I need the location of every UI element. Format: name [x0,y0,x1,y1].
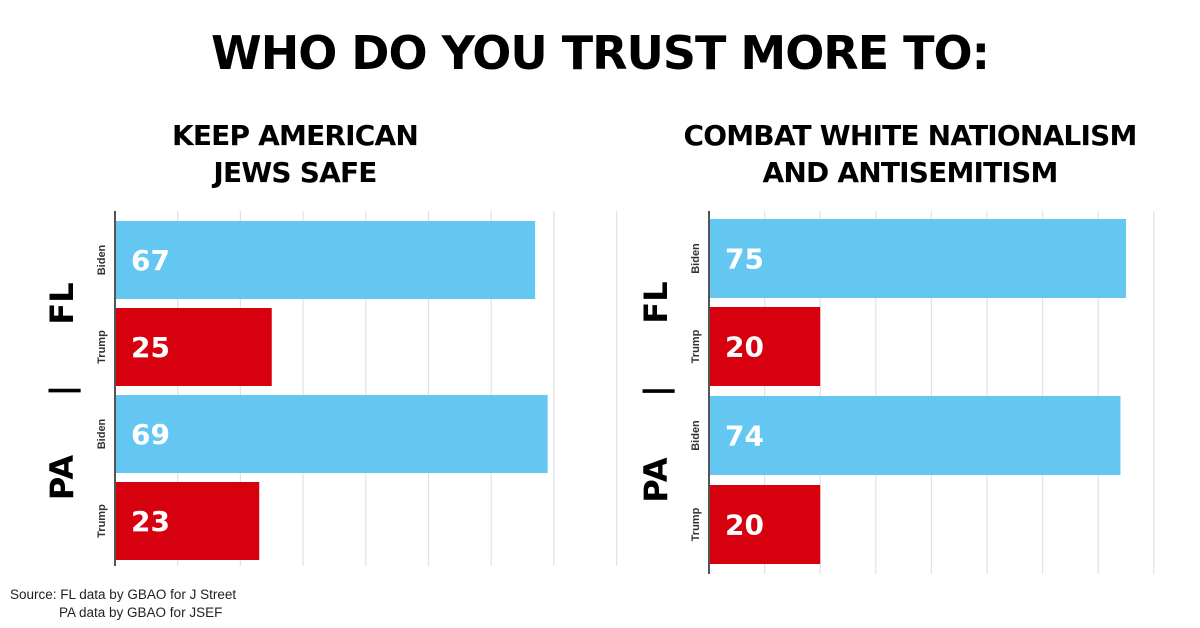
chart-2-title-line-1: COMBAT WHITE NATIONALISM [683,119,1137,152]
main-title: WHO DO YOU TRUST MORE TO: [210,26,990,80]
bar-pa-trump [709,485,821,564]
bar-fl-biden [115,221,536,299]
source-line-1: Source: FL data by GBAO for J Street [10,587,237,602]
state-label-pa: PA [637,457,675,503]
source-line-2: PA data by GBAO for JSEF [59,605,223,620]
chart-2-title: COMBAT WHITE NATIONALISM AND ANTISEMITIS… [660,117,1160,191]
state-separator: | [43,385,82,397]
chart-1-title-line-1: KEEP AMERICAN [171,119,419,152]
candidate-label: Biden [690,243,702,274]
bar-value-label: 67 [131,244,170,277]
source-note: Source: FL data by GBAO for J Street PA … [10,586,236,622]
bar-value-label: 20 [725,509,764,542]
bar-pa-biden [709,396,1121,475]
bar-fl-biden [709,219,1126,298]
chart-2-title-line-2: AND ANTISEMITISM [762,156,1058,189]
state-label-fl: FL [637,281,675,323]
candidate-label: Trump [96,504,108,538]
candidate-label: Biden [96,418,108,449]
chart-1-title: KEEP AMERICAN JEWS SAFE [115,117,475,191]
candidate-label: Biden [96,244,108,275]
candidate-label: Trump [96,330,108,364]
bar-pa-trump [115,482,260,560]
bar-fl-trump [709,307,821,386]
state-label-pa: PA [43,455,81,501]
candidate-label: Trump [690,507,702,541]
state-label-fl: FL [43,282,81,324]
candidate-label: Biden [690,420,702,451]
bar-value-label: 20 [725,331,764,364]
bar-value-label: 69 [131,418,170,451]
bar-fl-trump [115,308,272,386]
bar-value-label: 25 [131,331,170,364]
state-separator: | [637,385,676,397]
bar-value-label: 74 [725,420,764,453]
bar-value-label: 23 [131,505,170,538]
chart-1-title-line-2: JEWS SAFE [213,156,377,189]
bar-value-label: 75 [725,243,764,276]
bar-pa-biden [115,395,548,473]
candidate-label: Trump [690,329,702,363]
